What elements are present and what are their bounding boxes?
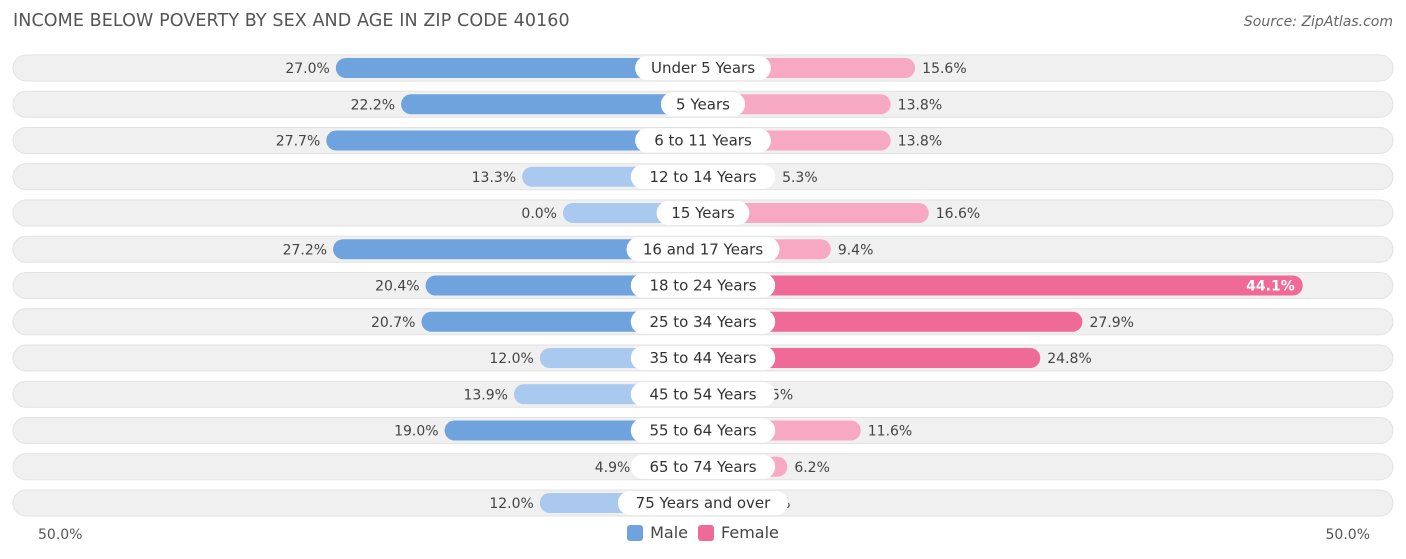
- category-pill: [630, 346, 776, 370]
- category-label: 25 to 34 Years: [649, 313, 756, 331]
- category-pill: [630, 382, 776, 407]
- male-value-label: 20.7%: [371, 315, 415, 331]
- female-value-label: 16.6%: [936, 206, 980, 222]
- category-pill: [656, 201, 750, 225]
- category-label: 5 Years: [676, 95, 730, 113]
- category-label: 15 Years: [671, 204, 735, 222]
- source-label: Source: ZipAtlas.com: [1243, 14, 1393, 30]
- male-value-label: 22.2%: [351, 97, 395, 113]
- category-pill: [630, 309, 776, 334]
- female-value-label: 15.6%: [922, 61, 966, 77]
- male-bar: [333, 239, 703, 260]
- female-value-label: 9.4%: [838, 242, 874, 258]
- category-pill: [630, 164, 776, 189]
- category-label: 18 to 24 Years: [649, 277, 756, 295]
- chart: 27.0% 15.6% Under 5 Years 22.2% 13.8% 5 Years…: [12, 54, 1394, 517]
- male-bar: [401, 94, 703, 115]
- category-pill: [630, 273, 776, 298]
- legend-male-swatch: [627, 524, 644, 541]
- category-label: 75 Years and over: [636, 494, 771, 512]
- female-value-label: 11.6%: [868, 424, 912, 440]
- category-label: Under 5 Years: [651, 59, 755, 77]
- axis-max-label: 50.0%: [1325, 527, 1370, 543]
- chart-title: INCOME BELOW POVERTY BY SEX AND AGE IN Z…: [13, 11, 570, 31]
- legend-male-label: Male: [650, 523, 689, 542]
- category-pill: [635, 128, 771, 153]
- male-value-label: 12.0%: [489, 351, 533, 367]
- female-value-label: 5.3%: [782, 170, 818, 186]
- category-label: 55 to 64 Years: [649, 422, 756, 440]
- male-bar: [335, 58, 703, 78]
- legend-female: Female: [698, 523, 779, 542]
- legend-female-swatch: [698, 524, 715, 541]
- category-label: 45 to 54 Years: [649, 385, 756, 403]
- category-label: 16 and 17 Years: [643, 240, 763, 258]
- category-label: 12 to 14 Years: [649, 168, 756, 186]
- category-pill: [635, 56, 771, 80]
- category-pill: [660, 92, 746, 117]
- female-bar: [703, 203, 929, 223]
- male-value-label: 0.0%: [521, 206, 557, 222]
- female-value-label: 13.8%: [898, 134, 942, 150]
- male-value-label: 19.0%: [394, 424, 438, 440]
- category-pill: [630, 418, 776, 443]
- male-value-label: 20.4%: [375, 279, 419, 295]
- male-value-label: 12.0%: [489, 496, 533, 512]
- category-pill: [630, 454, 776, 479]
- female-value-label: 13.8%: [898, 97, 942, 113]
- female-bar: [703, 94, 891, 115]
- female-value-label: 27.9%: [1089, 315, 1133, 331]
- category-pill: [617, 491, 789, 515]
- axis-min-label: 50.0%: [38, 527, 83, 543]
- legend-female-label: Female: [721, 523, 779, 542]
- male-bar: [326, 130, 703, 151]
- male-value-label: 13.9%: [463, 387, 507, 403]
- male-value-label: 27.7%: [276, 134, 320, 150]
- male-value-label: 27.2%: [283, 242, 327, 258]
- female-bar: [703, 311, 1083, 332]
- female-bar: [703, 275, 1303, 296]
- male-value-label: 4.9%: [595, 460, 631, 476]
- female-bar: [703, 348, 1041, 368]
- category-label: 6 to 11 Years: [654, 132, 752, 150]
- category-label: 35 to 44 Years: [649, 349, 756, 367]
- male-value-label: 13.3%: [472, 170, 516, 186]
- category-label: 65 to 74 Years: [649, 458, 756, 476]
- female-value-label: 24.8%: [1047, 351, 1091, 367]
- legend-male: Male: [627, 523, 688, 542]
- female-value-label: 6.2%: [794, 460, 830, 476]
- category-pill: [626, 237, 780, 262]
- male-value-label: 27.0%: [285, 61, 329, 77]
- legend: Male Female: [0, 523, 1406, 542]
- female-value-label: 44.1%: [1246, 279, 1295, 295]
